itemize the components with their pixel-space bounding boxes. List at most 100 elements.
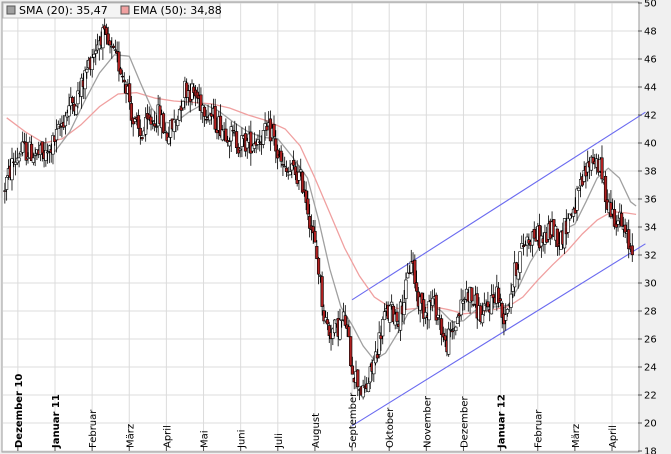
candle-body xyxy=(447,328,451,355)
candle-body xyxy=(324,317,328,322)
candle-body xyxy=(300,171,305,193)
candle-body xyxy=(297,171,301,181)
candle-body xyxy=(29,143,34,162)
candle-body xyxy=(491,294,495,299)
candle-body xyxy=(224,128,228,142)
candle-body xyxy=(504,314,508,321)
candle-body xyxy=(482,303,486,311)
candle-body xyxy=(616,220,620,225)
candle-body xyxy=(165,132,169,141)
candle-body xyxy=(406,272,410,279)
candle-body xyxy=(44,150,48,161)
y-tick-label: 20 xyxy=(644,419,657,430)
candle-body xyxy=(375,354,379,359)
candle-body xyxy=(586,162,590,173)
candle-body xyxy=(509,293,513,308)
candle-body xyxy=(313,230,317,243)
candle-body xyxy=(498,298,502,301)
y-tick-label: 22 xyxy=(644,391,657,402)
candle-body xyxy=(450,330,454,333)
candle-body xyxy=(249,131,253,154)
candle-body xyxy=(151,120,155,122)
candle-body xyxy=(589,156,593,171)
candle-body xyxy=(252,143,257,149)
candle-body xyxy=(181,100,185,109)
candle-body xyxy=(381,319,385,337)
candle-body xyxy=(591,157,595,164)
candle-body xyxy=(202,106,207,117)
y-tick-label: 38 xyxy=(644,167,657,178)
candle-body xyxy=(293,166,297,176)
candle-body xyxy=(33,153,37,156)
x-tick-label: September xyxy=(348,392,359,448)
candle-body xyxy=(213,106,217,130)
x-tick-label: Dezember xyxy=(459,396,470,448)
candle-body xyxy=(122,79,126,83)
candle-body xyxy=(486,301,490,308)
candle-body xyxy=(306,198,310,215)
candle-body xyxy=(575,188,579,211)
candle-body xyxy=(283,165,287,168)
y-tick-label: 40 xyxy=(644,139,657,150)
candle-body xyxy=(63,115,68,127)
x-tick-label: April xyxy=(162,425,173,448)
trend-channel xyxy=(351,111,646,427)
candle-body xyxy=(366,383,371,392)
candle-body xyxy=(448,328,453,331)
x-tick-label: März xyxy=(125,424,136,448)
x-tick-label: Februar xyxy=(88,409,99,448)
candle-body xyxy=(480,314,485,324)
candle-body xyxy=(117,51,121,72)
candle-body xyxy=(274,138,278,152)
y-tick-label: 44 xyxy=(644,83,657,94)
y-tick-label: 28 xyxy=(644,307,657,318)
candle-body xyxy=(402,302,406,315)
candle-body xyxy=(338,319,342,340)
candle-body xyxy=(472,304,476,306)
candle-body xyxy=(566,217,570,233)
candle-body xyxy=(434,294,438,321)
candle-body xyxy=(395,311,399,322)
legend-swatch-sma xyxy=(6,5,16,15)
x-tick-label: Juni xyxy=(237,430,248,449)
candle-body xyxy=(106,33,110,45)
candle-body xyxy=(281,164,285,166)
candle-body xyxy=(74,105,78,115)
candle-body xyxy=(431,297,435,306)
candle-body xyxy=(17,157,21,162)
candle-body xyxy=(415,282,419,292)
candle-body xyxy=(436,314,440,318)
candle-body xyxy=(292,160,296,166)
candle-body xyxy=(179,105,183,111)
candle-body xyxy=(161,113,166,134)
x-tick-label: Januar 11 xyxy=(51,394,62,449)
candle-body xyxy=(234,131,239,149)
candle-body xyxy=(361,385,365,398)
candle-body xyxy=(320,276,324,307)
candle-body xyxy=(577,187,581,191)
candle-body xyxy=(308,216,312,229)
candle-body xyxy=(238,148,242,151)
candle-body xyxy=(382,311,387,321)
candle-body xyxy=(195,91,199,99)
candle-body xyxy=(58,126,62,128)
channel-upper-line xyxy=(351,111,646,301)
candle-body xyxy=(229,126,233,142)
candle-body xyxy=(470,287,474,302)
candle-body xyxy=(511,284,515,292)
x-tick-label: März xyxy=(571,424,582,448)
candle-body xyxy=(177,109,182,121)
candle-body xyxy=(325,319,330,325)
x-tick-label: November xyxy=(422,395,433,448)
candle-body xyxy=(422,299,426,319)
candle-body xyxy=(144,117,148,135)
candle-body xyxy=(3,190,7,192)
candle-body xyxy=(265,125,269,131)
legend-label-ema: EMA (50): 34,88 xyxy=(133,4,222,17)
y-tick-label: 30 xyxy=(644,279,657,290)
candle-body xyxy=(220,129,224,141)
candle-body xyxy=(316,257,321,275)
candle-body xyxy=(600,157,604,180)
candle-body xyxy=(92,53,96,58)
candle-body xyxy=(101,27,105,49)
